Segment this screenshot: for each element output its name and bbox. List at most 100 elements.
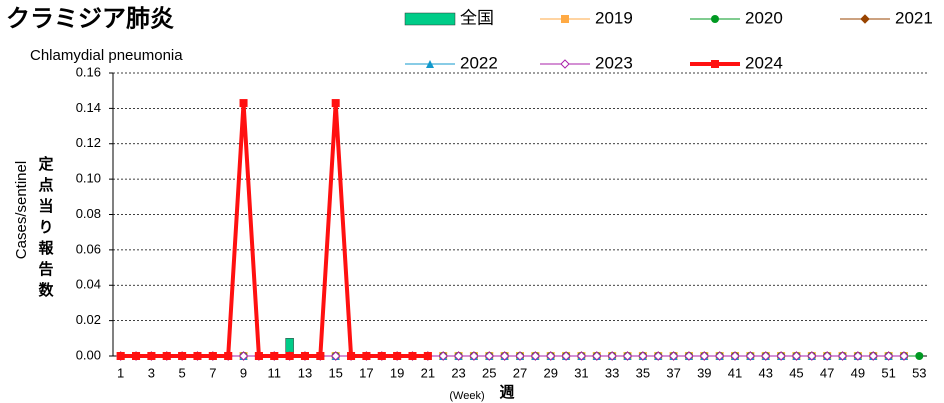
marker <box>530 351 541 361</box>
y-tick-label: 0.10 <box>76 171 101 186</box>
y-axis-label-ja-char: 定 <box>38 155 53 173</box>
marker <box>162 352 171 360</box>
legend-label: 2022 <box>460 53 498 72</box>
legend-label: 全国 <box>460 8 494 27</box>
marker <box>684 351 694 361</box>
marker <box>377 352 386 360</box>
y-tick-label: 0.08 <box>76 206 101 221</box>
marker <box>592 351 602 361</box>
x-tick-label: 27 <box>513 365 527 380</box>
x-axis-label-en: (Week) <box>449 390 484 402</box>
marker <box>408 352 417 360</box>
marker <box>915 352 924 360</box>
marker <box>883 351 894 361</box>
x-tick-label: 33 <box>605 365 619 380</box>
marker <box>622 351 633 361</box>
x-tick-label: 51 <box>881 365 895 380</box>
marker <box>347 352 356 360</box>
x-tick-label: 9 <box>240 365 247 380</box>
y-tick-label: 0.16 <box>76 64 101 79</box>
x-tick-label: 17 <box>359 365 373 380</box>
marker <box>711 15 719 23</box>
x-tick-label: 53 <box>912 365 926 380</box>
y-tick-label: 0.14 <box>76 100 101 115</box>
x-tick-label: 21 <box>421 365 435 380</box>
marker <box>132 352 141 360</box>
legend-label: 2019 <box>595 8 633 27</box>
x-tick-label: 23 <box>451 365 465 380</box>
marker <box>561 15 569 23</box>
marker <box>316 352 325 360</box>
marker <box>868 351 878 361</box>
marker <box>285 352 294 360</box>
marker <box>714 351 725 361</box>
x-tick-label: 1 <box>117 365 124 380</box>
y-axis-label-ja-char: 数 <box>38 281 54 299</box>
x-tick-label: 49 <box>851 365 865 380</box>
marker <box>254 352 263 360</box>
marker <box>239 99 248 108</box>
marker <box>653 351 663 361</box>
marker <box>515 351 525 361</box>
y-axis-label-ja-char: 点 <box>38 177 53 194</box>
marker <box>837 351 848 361</box>
marker <box>668 351 679 361</box>
marker <box>469 351 479 361</box>
legend-swatch <box>404 12 456 26</box>
x-tick-label: 45 <box>789 365 803 380</box>
marker <box>300 352 309 360</box>
y-tick-label: 0.06 <box>76 241 101 256</box>
marker <box>147 352 156 360</box>
legend-label: 2024 <box>745 53 783 72</box>
marker <box>331 99 340 108</box>
y-tick-label: 0.04 <box>76 277 101 292</box>
marker <box>224 352 233 360</box>
marker <box>546 351 556 361</box>
marker <box>426 60 434 68</box>
marker <box>761 351 771 361</box>
x-tick-label: 47 <box>820 365 834 380</box>
x-tick-label: 43 <box>759 365 773 380</box>
y-axis-label-ja-char: り <box>38 219 53 236</box>
x-tick-label: 7 <box>209 365 216 380</box>
chart-title: クラミジア肺炎 <box>6 5 174 32</box>
x-tick-label: 5 <box>178 365 185 380</box>
x-tick-label: 19 <box>390 365 404 380</box>
marker <box>484 351 494 361</box>
legend-label: 2023 <box>595 53 633 72</box>
marker <box>607 351 617 361</box>
marker <box>362 352 371 360</box>
marker <box>745 351 756 361</box>
marker <box>423 352 432 360</box>
x-tick-label: 35 <box>636 365 650 380</box>
y-axis-label-ja-char: 当 <box>38 197 53 215</box>
y-axis-label-ja-char: 報 <box>38 239 54 257</box>
y-axis-label: Cases/sentinel <box>13 161 30 259</box>
x-tick-label: 15 <box>328 365 342 380</box>
marker <box>330 351 341 361</box>
legend-label: 2020 <box>745 8 783 27</box>
x-tick-label: 37 <box>666 365 680 380</box>
marker <box>193 352 202 360</box>
x-tick-label: 39 <box>697 365 711 380</box>
y-tick-label: 0.12 <box>76 135 101 150</box>
x-tick-label: 25 <box>482 365 496 380</box>
marker <box>711 60 719 68</box>
marker <box>791 351 802 361</box>
marker <box>561 351 571 361</box>
marker <box>576 351 587 361</box>
x-tick-label: 31 <box>574 365 588 380</box>
marker <box>560 59 570 69</box>
y-tick-label: 0.02 <box>76 312 101 327</box>
x-tick-label: 13 <box>298 365 312 380</box>
x-tick-label: 29 <box>543 365 557 380</box>
marker <box>776 351 786 361</box>
marker <box>238 351 249 361</box>
x-tick-label: 41 <box>728 365 742 380</box>
marker <box>807 351 817 361</box>
marker <box>638 351 648 361</box>
legend-label: 2021 <box>895 8 933 27</box>
y-axis-label-ja-char: 告 <box>38 260 53 278</box>
marker <box>208 352 217 360</box>
